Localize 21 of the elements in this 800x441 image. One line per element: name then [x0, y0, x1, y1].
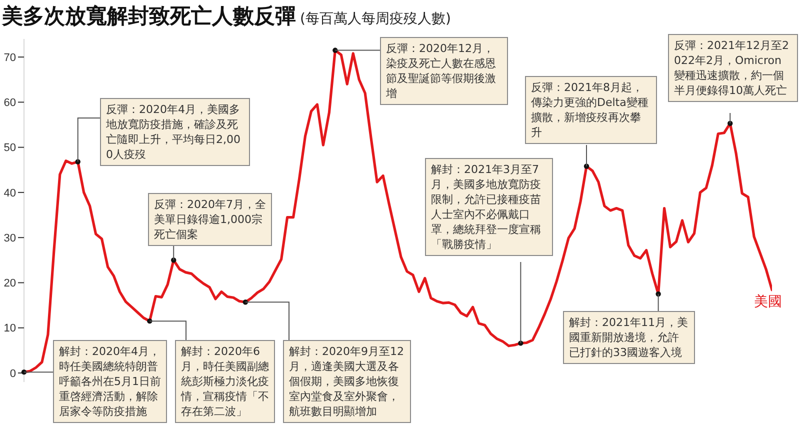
annotation: 解封：2021年3月至7月，美國多地放寬防疫限制，允許已接種疫苗人士室內不必佩戴口罩，總統拜登一度宣稱「戰勝疫情」	[425, 158, 553, 256]
y-tick-label: 70	[4, 52, 16, 64]
annotation: 解封：2020年6月，時任美國副總統彭斯極力淡化疫情，宣稱疫情「不存在第二波」	[175, 340, 275, 423]
y-tick-label: 10	[4, 322, 16, 335]
annotation: 解封：2020年4月，時任美國總統特朗普呼籲各州在5月1日前重啓經濟活動，解除居家令等防疫措施	[53, 340, 167, 423]
chart-subtitle: (每百萬人每周疫歿人數)	[300, 10, 451, 28]
annotation: 反彈：2020年4月，美國多地放寬防疫措施，確診及死亡隨即上升，平均每日2,000人疫歿	[100, 98, 250, 166]
y-tick-label: 20	[4, 278, 16, 290]
y-tick-label: 50	[4, 142, 16, 154]
annotation: 反彈：2020年7月，全美單日錄得逾1,000宗死亡個案	[148, 193, 272, 246]
y-tick-label: 40	[4, 187, 16, 200]
chart-title: 美多次放寬解封致死亡人數反彈	[2, 3, 296, 30]
y-tick-label: 60	[4, 97, 16, 110]
y-tick-label: 30	[4, 232, 16, 244]
series-label: 美國	[754, 292, 782, 311]
annotation: 解封：2020年9月至12月，適逢美國大選及各個假期，美國多地恢復室內堂食及室外聚會，航班數目明顯增加	[283, 340, 411, 423]
annotation: 反彈：2021年8月起，傳染力更強的Delta變種擴散，新增疫歿再次攀升	[525, 76, 657, 144]
y-tick-label: 0	[10, 368, 16, 380]
annotation: 解封：2021年11月，美國重新開放邊境，允許已打針的33國遊客入境	[563, 311, 695, 364]
annotation: 反彈：2021年12月至2022年2月，Omicron變種迅速擴散，約一個半月便錄得10萬人死亡	[668, 34, 798, 102]
annotation: 反彈：2020年12月，染疫及死亡人數在感恩節及聖誕節等假期後激增	[380, 37, 508, 105]
